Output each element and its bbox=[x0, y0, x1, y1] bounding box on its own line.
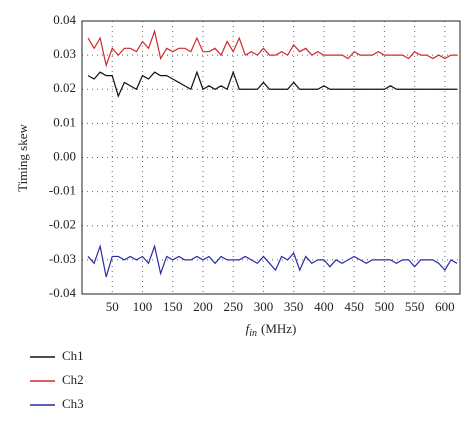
x-tick-label: 50 bbox=[106, 299, 119, 314]
x-tick-label: 300 bbox=[254, 299, 274, 314]
y-tick-label: 0.04 bbox=[53, 12, 76, 27]
y-axis-label: Timing skew bbox=[15, 124, 30, 192]
y-tick-label: -0.02 bbox=[49, 217, 76, 232]
x-tick-label: 200 bbox=[193, 299, 213, 314]
x-tick-label: 550 bbox=[405, 299, 425, 314]
y-tick-label: -0.01 bbox=[49, 183, 76, 198]
x-label-unit: (MHz) bbox=[261, 321, 296, 336]
x-tick-label: 450 bbox=[344, 299, 364, 314]
y-tick-label: -0.04 bbox=[49, 285, 77, 300]
y-tick-label: 0.03 bbox=[53, 46, 76, 61]
legend-label: Ch1 bbox=[62, 348, 84, 363]
x-tick-label: 600 bbox=[435, 299, 455, 314]
x-axis-label: fin (MHz) bbox=[246, 321, 297, 339]
series-line bbox=[87, 29, 457, 68]
x-tick-label: 500 bbox=[375, 299, 395, 314]
y-tick-label: 0.00 bbox=[53, 148, 76, 163]
x-label-symbol: f bbox=[246, 321, 252, 336]
x-tick-label: 350 bbox=[284, 299, 304, 314]
y-tick-label: 0.01 bbox=[53, 114, 76, 129]
x-label-subscript: in bbox=[249, 328, 257, 339]
legend-label: Ch2 bbox=[62, 372, 84, 387]
y-tick-label: -0.03 bbox=[49, 251, 76, 266]
x-tick-label: 400 bbox=[314, 299, 334, 314]
legend-label: Ch3 bbox=[62, 396, 84, 411]
plot-frame bbox=[81, 20, 461, 295]
x-tick-label: 250 bbox=[223, 299, 243, 314]
y-tick-label: 0.02 bbox=[53, 80, 76, 95]
series-line bbox=[87, 243, 458, 278]
x-tick-label: 150 bbox=[163, 299, 183, 314]
x-tick-label: 100 bbox=[133, 299, 153, 314]
series-line bbox=[87, 70, 457, 98]
